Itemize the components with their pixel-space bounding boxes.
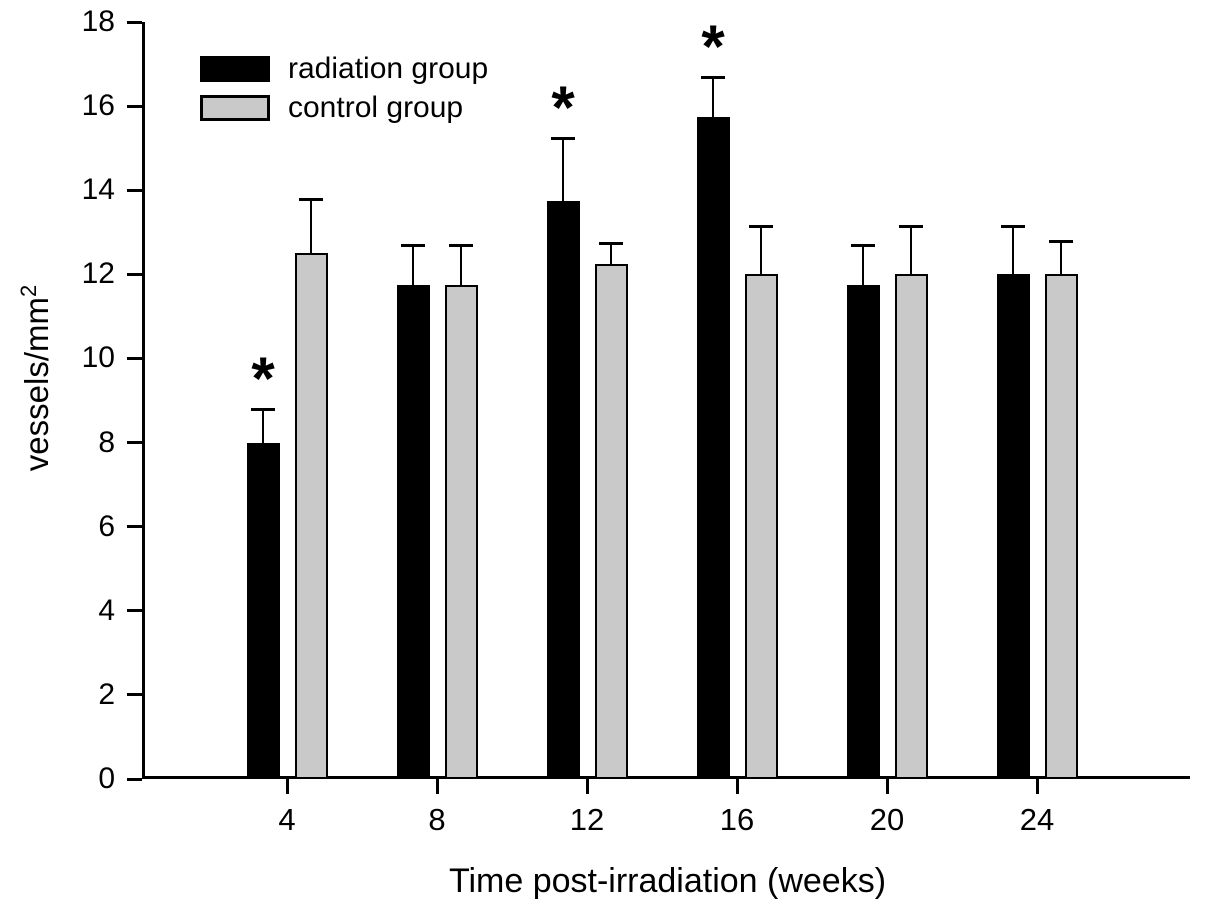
bar-radiation-group-week-16 xyxy=(696,116,730,779)
error-bar-cap xyxy=(1049,239,1073,243)
x-tick-mark xyxy=(885,779,889,794)
x-tick-label: 8 xyxy=(428,802,446,837)
y-tick-label: 10 xyxy=(81,341,115,375)
error-bar-line xyxy=(1012,225,1014,275)
error-bar-line xyxy=(910,225,912,275)
bar-radiation-group-week-4 xyxy=(246,442,280,779)
bar-radiation-group-week-8 xyxy=(396,284,430,779)
bar-radiation-group-week-24 xyxy=(996,274,1030,779)
bar-control-group-week-24 xyxy=(1044,274,1078,779)
legend-item-radiation-group: radiation group xyxy=(200,54,488,84)
error-bar-line xyxy=(412,244,414,285)
bar-control-group-week-12 xyxy=(594,263,628,779)
legend-label: radiation group xyxy=(288,52,489,85)
legend-swatch-control-group xyxy=(200,95,270,121)
error-bar-line xyxy=(262,408,264,443)
error-bar-line xyxy=(310,198,312,254)
error-bar-cap xyxy=(851,243,875,247)
error-bar-line xyxy=(862,244,864,285)
x-axis-title: Time post-irradiation (weeks) xyxy=(448,862,887,900)
legend-swatch-radiation-group xyxy=(200,56,270,82)
y-tick-mark xyxy=(127,20,142,24)
y-tick-label: 4 xyxy=(98,593,115,627)
legend-label: control group xyxy=(288,91,464,124)
bar-control-group-week-4 xyxy=(294,253,328,779)
error-bar-line xyxy=(610,242,612,264)
x-tick-mark xyxy=(585,779,589,794)
y-tick-label: 8 xyxy=(98,425,115,459)
y-tick-mark xyxy=(127,609,142,613)
x-axis-line xyxy=(142,776,1190,779)
y-tick-mark xyxy=(127,188,142,192)
x-tick-label: 16 xyxy=(719,802,755,837)
x-tick-mark xyxy=(435,779,439,794)
y-tick-label: 18 xyxy=(81,5,115,38)
x-tick-mark xyxy=(1035,779,1039,794)
x-tick-label: 20 xyxy=(869,802,905,837)
y-tick-label: 12 xyxy=(81,257,115,291)
error-bar-cap xyxy=(551,136,575,140)
x-tick-mark xyxy=(735,779,739,794)
error-bar-cap xyxy=(899,224,923,228)
significance-asterisk: * xyxy=(251,344,275,412)
y-axis-title-superscript: 2 xyxy=(16,284,41,298)
y-tick-label: 16 xyxy=(81,89,115,123)
error-bar-cap xyxy=(1001,224,1025,228)
error-bar-cap xyxy=(299,197,323,201)
bar-control-group-week-8 xyxy=(444,284,478,779)
y-tick-mark xyxy=(127,525,142,529)
significance-asterisk: * xyxy=(551,73,575,141)
significance-asterisk: * xyxy=(701,12,725,80)
y-tick-label: 0 xyxy=(98,762,115,795)
x-tick-mark xyxy=(285,779,289,794)
bar-control-group-week-16 xyxy=(744,274,778,779)
y-tick-label: 14 xyxy=(81,173,115,207)
y-tick-mark xyxy=(127,356,142,360)
error-bar-line xyxy=(562,137,564,201)
y-tick-label: 2 xyxy=(98,677,115,711)
y-tick-label: 6 xyxy=(98,509,115,543)
legend-item-control-group: control group xyxy=(200,93,488,123)
bar-radiation-group-week-20 xyxy=(846,284,880,779)
x-tick-label: 24 xyxy=(1019,802,1055,837)
error-bar-line xyxy=(1060,240,1062,275)
y-axis-line xyxy=(142,22,145,779)
y-tick-mark xyxy=(127,104,142,108)
y-tick-mark xyxy=(127,441,142,445)
error-bar-cap xyxy=(401,243,425,247)
error-bar-line xyxy=(712,76,714,117)
x-tick-label: 4 xyxy=(278,802,296,837)
error-bar-cap xyxy=(749,224,773,228)
bar-radiation-group-week-12 xyxy=(546,200,580,779)
legend: radiation group control group xyxy=(200,54,488,123)
bar-control-group-week-20 xyxy=(894,274,928,779)
plot-area: radiation group control group 0 2 4 6 8 10 12 1… xyxy=(82,5,1190,837)
y-tick-mark xyxy=(127,272,142,276)
error-bar-cap xyxy=(449,243,473,247)
x-tick-label: 12 xyxy=(569,802,605,837)
y-tick-mark xyxy=(127,777,142,781)
error-bar-cap xyxy=(599,241,623,245)
error-bar-cap xyxy=(251,407,275,411)
y-tick-mark xyxy=(127,693,142,697)
error-bar-line xyxy=(760,225,762,275)
error-bar-line xyxy=(460,244,462,285)
error-bar-cap xyxy=(701,75,725,79)
